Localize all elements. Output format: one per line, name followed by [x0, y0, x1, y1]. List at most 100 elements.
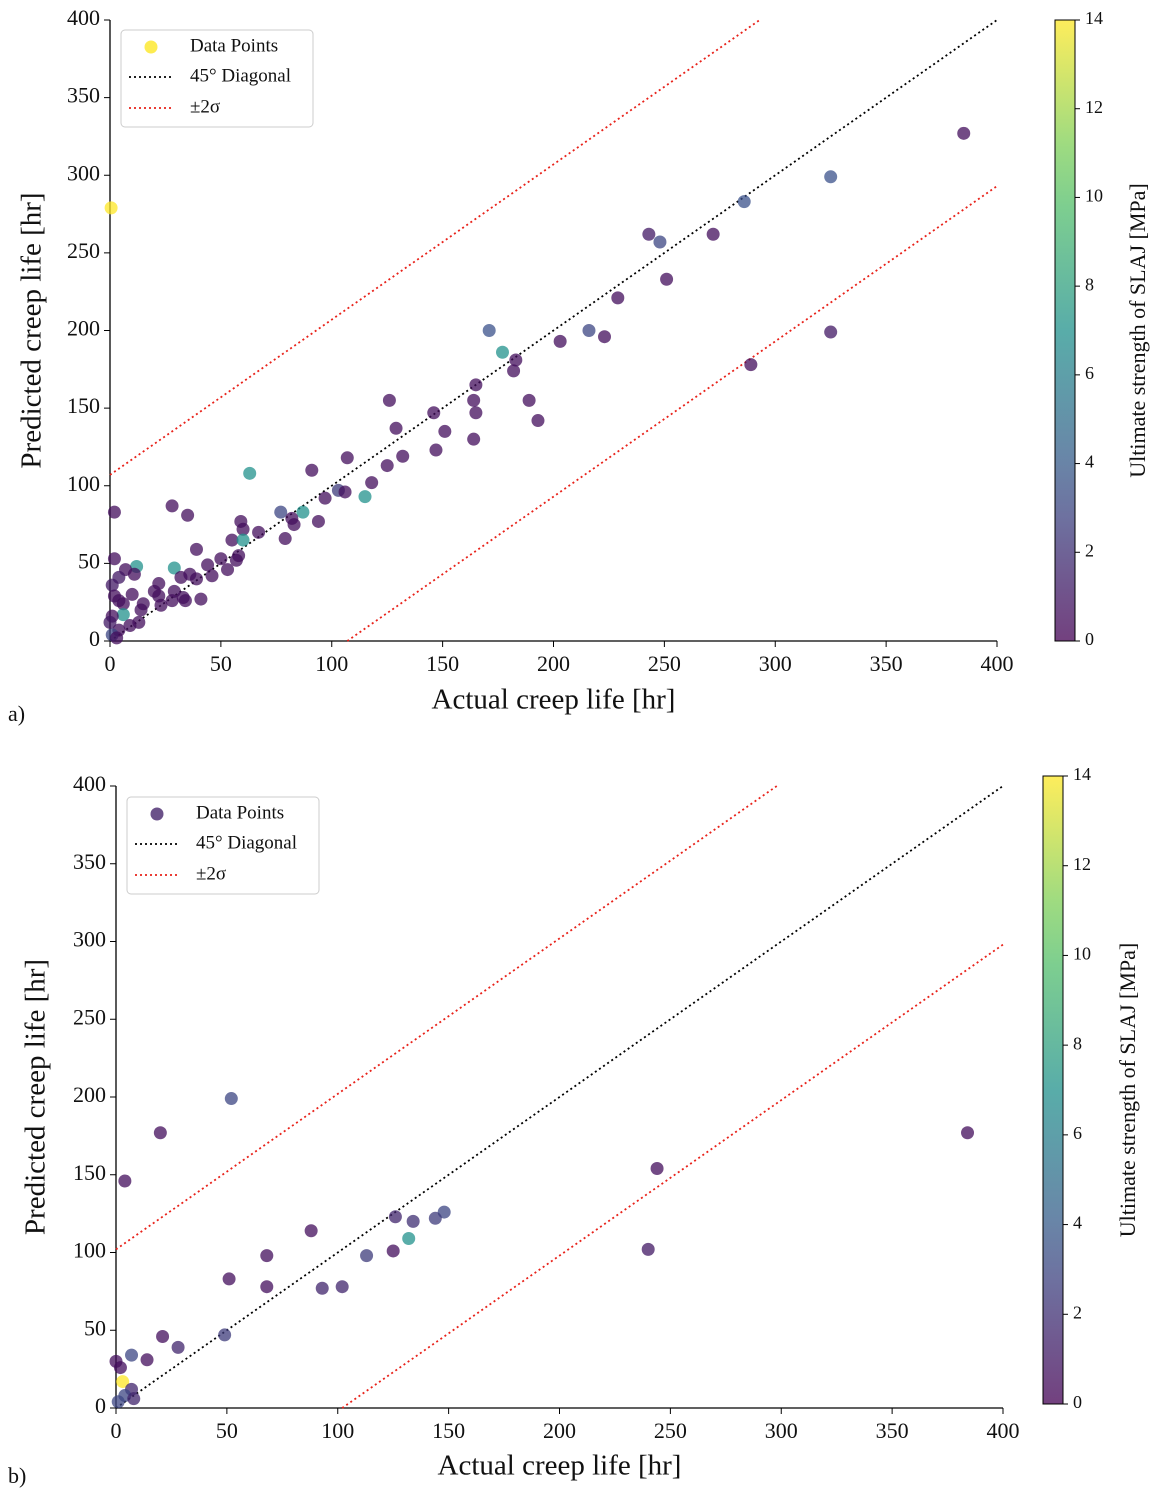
data-point	[165, 499, 179, 513]
data-point	[305, 463, 319, 477]
data-point	[318, 491, 332, 505]
data-point	[653, 235, 667, 249]
x-tick-label: 100	[315, 651, 348, 676]
data-point	[104, 201, 118, 215]
data-point	[171, 1340, 185, 1354]
data-point	[140, 1353, 154, 1367]
data-point	[260, 1249, 274, 1263]
x-tick-label: 200	[543, 1418, 576, 1443]
y-tick-label: 400	[73, 771, 106, 796]
data-point	[103, 615, 117, 629]
colorbar-tick-label: 14	[1085, 8, 1103, 28]
data-point	[116, 1375, 130, 1389]
data-point	[229, 553, 243, 567]
x-tick-label: 200	[537, 651, 570, 676]
data-point	[380, 459, 394, 473]
y-tick-label: 100	[73, 1238, 106, 1263]
data-point	[243, 466, 257, 480]
x-tick-label: 50	[216, 1418, 238, 1443]
data-point	[205, 569, 219, 583]
colorbar-tick-label: 4	[1085, 452, 1094, 472]
data-point	[402, 1232, 416, 1246]
legend-box	[126, 796, 320, 895]
data-point	[315, 1281, 329, 1295]
data-point	[360, 1249, 374, 1263]
data-point	[153, 1126, 167, 1140]
y-tick-label: 50	[78, 548, 100, 573]
data-point	[388, 1210, 402, 1224]
legend-label: Data Points	[190, 35, 278, 56]
x-tick-label: 100	[321, 1418, 354, 1443]
data-point	[236, 522, 250, 536]
x-tick-label: 250	[654, 1418, 687, 1443]
data-point	[467, 432, 481, 446]
data-point	[522, 393, 536, 407]
y-axis-label: Predicted creep life [hr]	[16, 192, 48, 468]
y-axis-label: Predicted creep life [hr]	[20, 959, 52, 1235]
data-point	[553, 334, 567, 348]
data-point	[961, 1126, 975, 1140]
colorbar-tick-label: 6	[1073, 1123, 1082, 1143]
x-tick-label: 250	[648, 651, 681, 676]
x-tick-label: 0	[105, 651, 116, 676]
data-point	[236, 533, 250, 547]
data-point	[744, 358, 758, 372]
data-point	[382, 393, 396, 407]
colorbar-tick-label: 6	[1085, 363, 1094, 383]
data-point	[165, 594, 179, 608]
y-tick-label: 100	[67, 471, 100, 496]
data-point	[154, 598, 168, 612]
data-point	[304, 1224, 318, 1238]
data-point	[598, 330, 612, 344]
data-point	[582, 324, 596, 337]
data-point	[125, 1348, 139, 1362]
data-point	[824, 170, 838, 184]
x-tick-label: 400	[981, 651, 1014, 676]
data-point	[178, 594, 192, 608]
colorbar-tick-label: 0	[1073, 1392, 1082, 1412]
data-point	[482, 324, 496, 337]
data-point	[531, 414, 545, 428]
x-tick-label: 300	[759, 651, 792, 676]
data-point	[642, 227, 656, 241]
data-point	[957, 126, 971, 140]
colorbar-label: Ultimate strength of SLAJ [MPa]	[1115, 943, 1140, 1238]
y-tick-label: 400	[67, 5, 100, 30]
x-tick-label: 0	[111, 1418, 122, 1443]
colorbar-tick-label: 10	[1085, 186, 1103, 206]
x-axis-label: Actual creep life [hr]	[432, 684, 676, 716]
data-point	[214, 552, 228, 566]
data-point	[123, 618, 137, 632]
colorbar	[1054, 19, 1076, 642]
data-point	[118, 1174, 132, 1188]
legend-box	[120, 29, 314, 128]
data-point	[156, 1329, 170, 1343]
data-point	[107, 552, 121, 566]
data-point	[386, 1244, 400, 1258]
data-point	[311, 514, 325, 528]
data-point	[194, 592, 208, 606]
data-point	[222, 1272, 236, 1286]
y-tick-label: 200	[67, 316, 100, 341]
colorbar-tick-label: 2	[1073, 1302, 1082, 1322]
x-axis-label: Actual creep life [hr]	[438, 1450, 682, 1482]
y-tick-label: 150	[67, 393, 100, 418]
colorbar-tick-label: 12	[1085, 97, 1103, 117]
data-point	[340, 451, 354, 465]
lower-band-line	[341, 943, 1004, 1409]
colorbar-tick-label: 12	[1073, 854, 1091, 874]
x-tick-label: 50	[210, 651, 232, 676]
colorbar-tick-label: 2	[1085, 540, 1094, 560]
data-point	[396, 449, 410, 463]
colorbar-tick-label: 8	[1085, 274, 1094, 294]
data-point	[507, 364, 521, 378]
colorbar-tick-label: 10	[1073, 944, 1091, 964]
data-point	[650, 1162, 664, 1176]
data-point	[218, 1328, 232, 1342]
legend-label: 45° Diagonal	[190, 65, 291, 86]
data-point	[127, 1392, 141, 1406]
x-tick-label: 150	[432, 1418, 465, 1443]
data-point	[189, 542, 203, 556]
data-point	[824, 325, 838, 339]
data-point	[116, 597, 130, 611]
